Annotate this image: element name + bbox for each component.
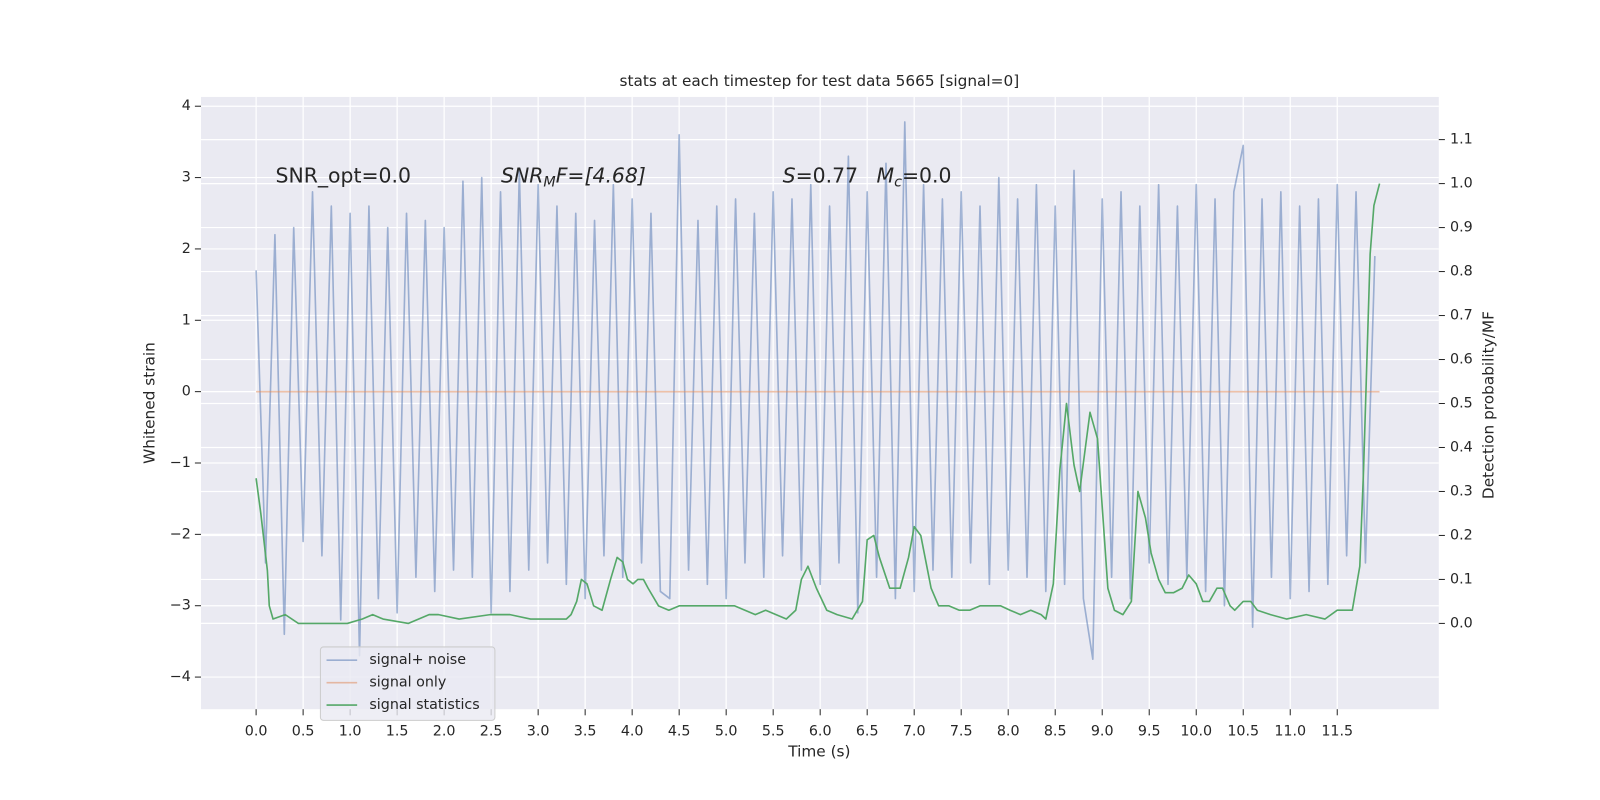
legend-label: signal only [369,675,446,691]
x-tick-label: 8.0 [997,724,1020,740]
y2-tick-label: 0.7 [1450,308,1473,324]
x-tick-label: 10.0 [1180,724,1212,740]
y-tick-label: −3 [170,598,191,614]
x-tick-label: 4.5 [668,724,691,740]
y-tick-label: −4 [170,669,191,685]
y2-tick-label: 0.5 [1450,396,1473,412]
marks [255,121,1381,661]
y2-tick-label: 0.2 [1450,527,1473,543]
x-tick-label: 1.0 [339,724,362,740]
y-axis-label: Whitened strain [141,342,159,464]
annotation: SNR_opt=0.0 [276,164,412,189]
x-tick-label: 5.5 [762,724,785,740]
annotations: SNR_opt=0.0 SNRMF=[4.68] S=0.77 Mc=0.0 [276,164,952,191]
y2-tick-label: 0.8 [1450,264,1473,280]
annotation-part: =0.0 [902,164,952,188]
x-tick-label: 7.5 [950,724,973,740]
y-tick-label: 4 [182,98,191,114]
y2-tick-label: 1.0 [1450,176,1473,192]
y-tick-label: 1 [182,312,191,328]
y-tick-label: −1 [170,455,191,471]
annotation: SNRMF=[4.68] [501,164,646,191]
y2-tick-label: 0.4 [1450,439,1473,455]
x-tick-label: 7.0 [903,724,926,740]
y-tick-label: 2 [182,241,191,257]
annotation-part: SNR [501,164,543,188]
annotation-part: c [894,175,902,191]
legend: signal+ noise signal only signal statistic… [319,646,496,721]
x-tick-label: 11.0 [1274,724,1306,740]
x-tick-label: 11.5 [1321,724,1353,740]
x-tick-label: 8.5 [1044,724,1067,740]
x-tick-label: 3.0 [527,724,550,740]
y2-tick-label: 1.1 [1450,132,1473,148]
x-tick-label: 1.5 [386,724,409,740]
legend-label: signal+ noise [369,652,466,668]
y-tick-label: −2 [170,526,191,542]
x-tick-label: 4.0 [621,724,644,740]
x-tick-label: 2.5 [480,724,503,740]
series-line [255,183,1381,625]
series-line [255,121,1376,661]
x-tick-label: 0.0 [245,724,268,740]
annotation-part: F=[4.68] [556,164,646,188]
x-tick-label: 5.0 [715,724,738,740]
legend-label: signal statistics [369,697,479,713]
x-tick-label: 9.0 [1091,724,1114,740]
annotation-part: =0.77 [796,164,859,188]
annotation: S=0.77 [783,164,858,188]
x-tick-label: 6.5 [856,724,879,740]
x-tick-label: 2.0 [433,724,456,740]
y2-tick-label: 0.9 [1450,220,1473,236]
annotation-part: M [877,164,895,188]
x-tick-label: 3.5 [574,724,597,740]
y2-tick-label: 0.1 [1450,571,1473,587]
y2-axis-label: Detection probability/MF [1479,311,1497,499]
y2-tick-label: 0.3 [1450,483,1473,499]
x-tick-label: 0.5 [292,724,315,740]
x-tick-label: 10.5 [1227,724,1259,740]
x-axis-label: Time (s) [787,743,850,761]
annotation: Mc=0.0 [877,164,952,191]
grid: −4 −3 −2 −1 0 1 2 3 4 0.0 0.1 0.2 0.3 0.4 0.5 0.6 0.7 0.8… [170,96,1473,740]
y2-tick-label: 0.0 [1450,615,1473,631]
annotation-part: M [543,175,555,191]
y-tick-label: 3 [182,170,191,186]
y2-tick-label: 0.6 [1450,352,1473,368]
legend-box [319,646,496,721]
annotation-part: S [783,164,796,188]
chart-title: stats at each timestep for test data 566… [620,72,1020,90]
x-tick-label: 6.0 [809,724,832,740]
x-tick-label: 9.5 [1138,724,1161,740]
y-tick-label: 0 [182,384,191,400]
